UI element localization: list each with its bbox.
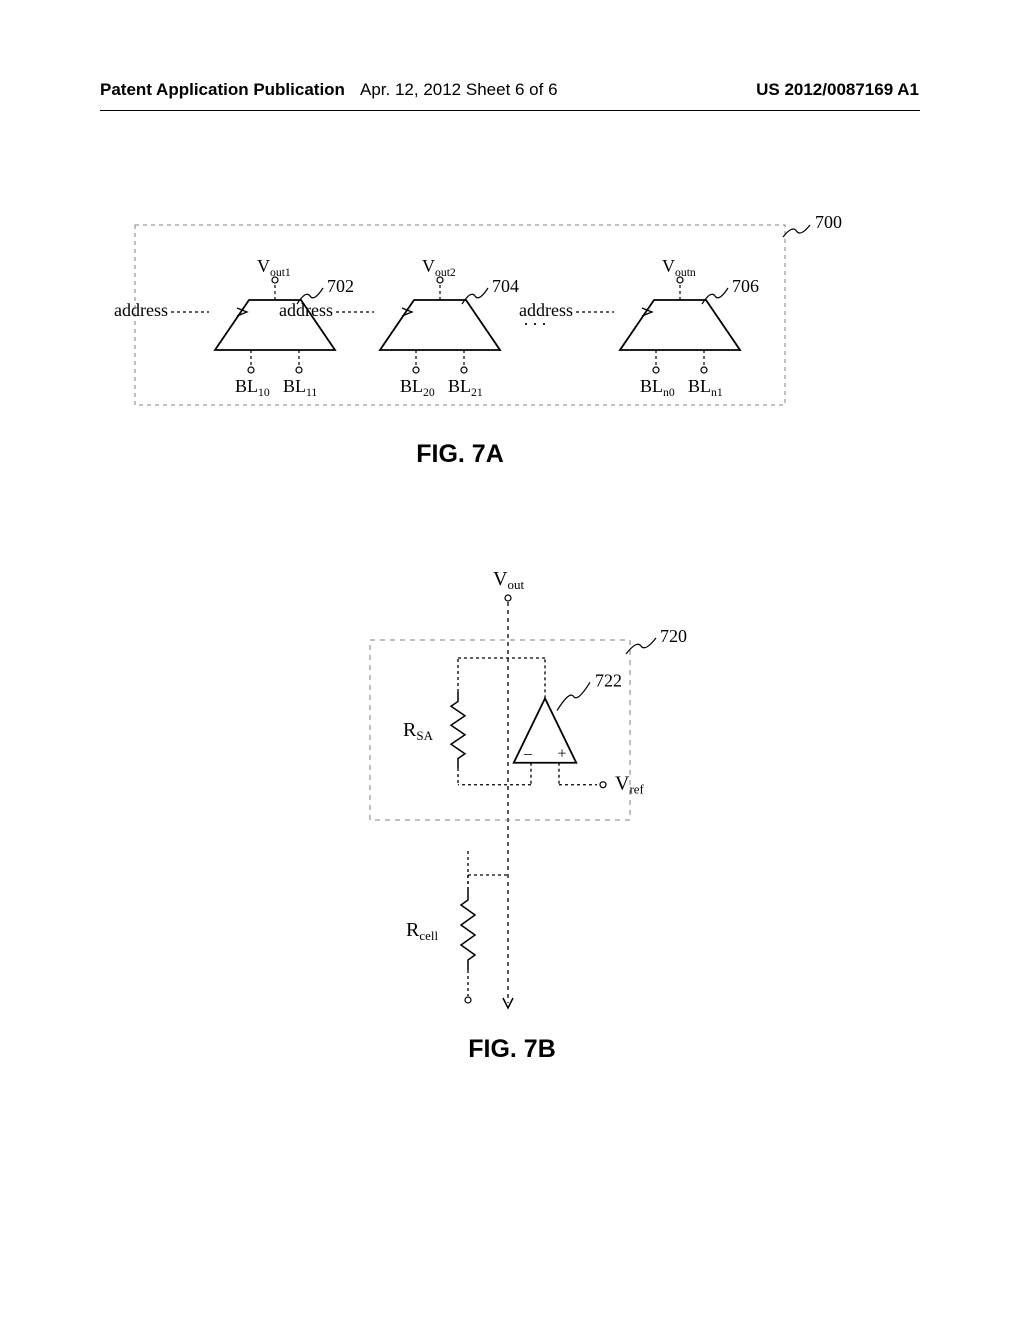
svg-text:722: 722 [595,670,622,690]
svg-text:720: 720 [660,626,687,646]
svg-text:Rcell: Rcell [406,919,438,943]
svg-text:Vref: Vref [615,773,645,797]
fig7b-caption: FIG. 7B [0,1035,1024,1064]
svg-text:RSA: RSA [403,719,434,743]
svg-text:+: + [557,746,566,763]
svg-text:Vout: Vout [493,568,524,592]
svg-text:–: – [523,746,533,763]
fig7b-svg: Vout 720 – +722 RSA Vref Rcell [0,0,1024,1080]
